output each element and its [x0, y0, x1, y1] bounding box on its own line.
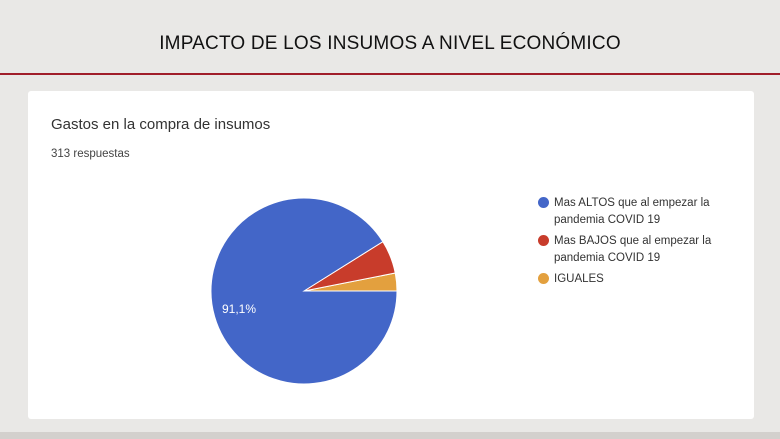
legend-label: Mas BAJOS que al empezar la pandemia COV…	[554, 235, 712, 264]
pie-data-label: 91,1%	[222, 302, 256, 316]
chart-title: Gastos en la compra de insumos	[51, 116, 271, 133]
chart-legend: Mas ALTOS que al empezar la pandemia COV…	[538, 195, 748, 292]
legend-item-altos[interactable]: Mas ALTOS que al empezar la pandemia COV…	[538, 195, 748, 229]
slide-title: IMPACTO DE LOS INSUMOS A NIVEL ECONÓMICO	[159, 33, 621, 54]
title-divider	[0, 73, 780, 75]
legend-swatch	[538, 235, 549, 246]
chart-card: Gastos en la compra de insumos 313 respu…	[28, 91, 754, 419]
legend-item-bajos[interactable]: Mas BAJOS que al empezar la pandemia COV…	[538, 233, 748, 267]
legend-swatch	[538, 273, 549, 284]
pie-chart: 91,1%	[210, 197, 398, 385]
legend-item-iguales[interactable]: IGUALES	[538, 271, 748, 288]
legend-label: Mas ALTOS que al empezar la pandemia COV…	[554, 197, 710, 226]
response-count: 313 respuestas	[51, 148, 130, 160]
pie-slice-altos[interactable]	[210, 197, 398, 385]
footer-band	[0, 432, 780, 439]
legend-label: IGUALES	[554, 273, 604, 285]
legend-swatch	[538, 197, 549, 208]
